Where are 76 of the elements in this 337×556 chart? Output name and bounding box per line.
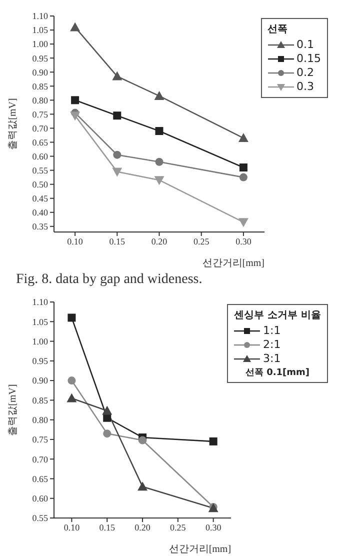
y-tick-label: 0.50	[32, 180, 48, 190]
y-tick-label: 1.10	[32, 11, 48, 22]
legend-label: 1:1	[263, 324, 281, 338]
x-tick-label: 0.30	[205, 522, 222, 532]
x-tick-label: 0.20	[134, 522, 151, 532]
legend-label: 3:1	[263, 352, 281, 366]
y-tick-label: 0.60	[32, 494, 48, 504]
point	[71, 96, 80, 104]
y-tick-label: 0.55	[32, 513, 48, 524]
point	[238, 218, 248, 228]
point	[70, 22, 80, 32]
y-tick-label: 0.95	[32, 53, 48, 64]
point	[154, 90, 164, 100]
y-tick-label: 0.65	[32, 474, 48, 484]
x-axis-title: 선간거리[mm]	[202, 258, 264, 269]
legend-label: 0.15	[296, 52, 321, 66]
point	[155, 158, 164, 166]
y-tick-label: 1.00	[32, 39, 48, 50]
point	[68, 314, 76, 322]
legend-label: 0.2	[296, 66, 314, 80]
point	[112, 168, 122, 177]
point	[113, 112, 122, 120]
y-tick-label: 0.60	[32, 151, 48, 162]
point	[238, 133, 248, 142]
point	[68, 376, 76, 385]
x-tick-label: 0.15	[109, 236, 126, 246]
y-tick-label: 0.80	[32, 95, 48, 106]
caption: Fig. 8. data by gap and wideness.	[16, 272, 204, 288]
y-tick-label: 0.65	[32, 137, 48, 148]
x-axis-title: 선간거리[mm]	[168, 544, 232, 555]
point	[239, 173, 248, 182]
point	[138, 482, 148, 491]
y-tick-label: 0.40	[32, 208, 48, 218]
y-tick-label: 0.85	[32, 395, 48, 406]
text: 선폭 0.1[mm]	[244, 367, 311, 379]
y-tick-label: 1.00	[32, 336, 48, 346]
y-tick-label: 0.80	[32, 415, 48, 426]
y-tick-label: 0.70	[32, 454, 48, 464]
y-tick-label: 0.75	[32, 434, 48, 445]
y-axis-title: 출력값[mV]	[8, 384, 19, 436]
legend-title: 선폭	[268, 23, 288, 36]
legend-label: 0.3	[296, 80, 314, 94]
y-tick-label: 0.85	[32, 81, 48, 92]
point	[209, 437, 218, 446]
x-tick-label: 0.25	[170, 522, 186, 532]
y-tick-label: 0.70	[32, 123, 48, 134]
y-tick-label: 1.05	[32, 316, 48, 327]
x-tick-label: 0.30	[236, 236, 252, 246]
x-tick-label: 0.10	[67, 236, 84, 246]
y-tick-label: 0.90	[32, 376, 48, 386]
x-tick-label: 0.10	[64, 522, 80, 532]
x-tick-label: 0.25	[193, 236, 210, 246]
y-tick-label: 0.90	[32, 67, 48, 78]
y-tick-label: 1.10	[32, 297, 48, 308]
point	[103, 430, 112, 438]
point	[70, 112, 80, 121]
point	[113, 150, 122, 159]
y-tick-label: 0.45	[32, 194, 48, 204]
legend-label: 2:1	[263, 338, 281, 352]
point	[66, 393, 77, 402]
x-tick-label: 0.15	[99, 522, 116, 532]
y-axis-title: 출력값[mV]	[8, 98, 19, 150]
y-tick-label: 0.95	[32, 356, 48, 366]
point	[112, 71, 122, 80]
legend-title: 센싱부 소거부 비율	[234, 309, 321, 322]
point	[239, 163, 248, 172]
point	[155, 127, 164, 136]
point	[102, 406, 112, 415]
y-tick-label: 0.35	[32, 222, 48, 232]
x-tick-label: 0.20	[151, 236, 168, 246]
point	[138, 436, 147, 444]
y-tick-label: 1.05	[32, 25, 48, 36]
point	[154, 176, 164, 186]
legend-label: 0.1	[296, 38, 314, 52]
y-tick-label: 0.75	[32, 109, 48, 120]
y-tick-label: 0.55	[32, 165, 48, 176]
